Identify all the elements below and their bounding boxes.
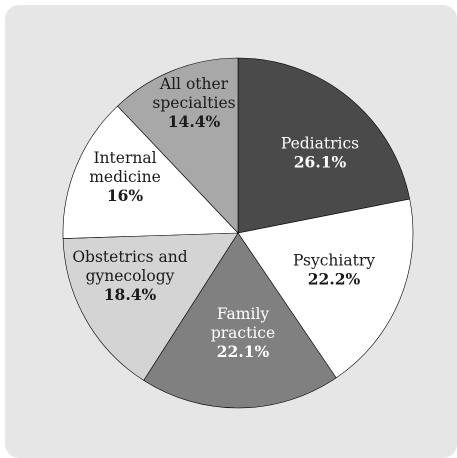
slice-value-label: 22.1% — [217, 342, 270, 361]
slice-label-text: Internal — [93, 149, 156, 167]
slice-label-text: Psychiatry — [293, 252, 375, 270]
slice-label-text: medicine — [89, 168, 161, 186]
slice-label-text: All other — [159, 75, 229, 93]
slice-label-text: Pediatrics — [281, 135, 359, 153]
slice-value-label: 18.4% — [104, 285, 157, 304]
pie-slice-psychiatry — [237, 198, 414, 379]
slice-value-label: 14.4% — [168, 112, 221, 131]
slice-label-text: specialties — [152, 94, 235, 112]
pie-slice-pediatrics — [237, 57, 411, 234]
slice-value-label: 26.1% — [294, 153, 347, 172]
slice-value-label: 22.2% — [308, 270, 361, 289]
slice-label-text: practice — [211, 324, 275, 342]
slice-label-text: Obstetrics and — [72, 248, 187, 266]
slice-label-text: gynecology — [86, 267, 175, 285]
pie-slice-internal-medicine — [62, 105, 239, 239]
pie-slice-family-practice — [143, 232, 337, 409]
pie-slice-obstetrics-and-gynecology — [62, 232, 239, 381]
pie-slice-all-other-specialties — [117, 57, 239, 234]
slice-label-text: Family — [217, 305, 270, 323]
slice-value-label: 16% — [107, 186, 144, 205]
